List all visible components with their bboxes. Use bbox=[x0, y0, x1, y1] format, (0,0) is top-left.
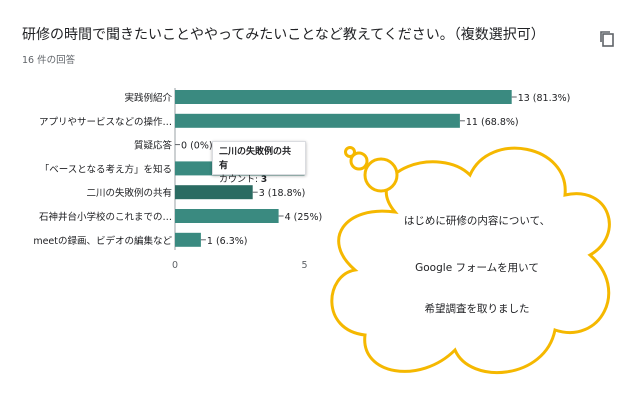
category-label: 石神井台小学校のこれまでの… bbox=[39, 211, 172, 223]
value-label: 3 (18.8%) bbox=[259, 188, 306, 199]
category-label: 二川の失敗例の共有 bbox=[86, 187, 172, 199]
value-label: 4 (25%) bbox=[285, 212, 323, 223]
cloud-bubble-large bbox=[363, 157, 399, 193]
category-label: meetの録画、ビデオの編集など bbox=[33, 235, 172, 247]
callout-line-3: 希望調査を取りました bbox=[424, 303, 530, 315]
copy-icon[interactable] bbox=[599, 30, 615, 47]
cloud-bubble-small bbox=[344, 146, 356, 158]
category-label: 「ベースとなる考え方」を知る bbox=[40, 163, 172, 175]
category-label: 質疑応答 bbox=[134, 140, 173, 152]
bar[interactable] bbox=[175, 185, 253, 200]
tooltip-value: 3 bbox=[260, 175, 268, 185]
category-label: 実践例紹介 bbox=[124, 92, 172, 104]
tooltip-title: 二川の失敗例の共有 bbox=[219, 147, 292, 171]
x-tick-label: 5 bbox=[301, 260, 307, 271]
x-tick-label: 0 bbox=[172, 260, 178, 271]
category-label: アプリやサービスなどの操作… bbox=[39, 116, 172, 128]
bar[interactable] bbox=[175, 232, 201, 247]
bar-tooltip: 二川の失敗例の共有 カウント: 3 bbox=[212, 141, 306, 185]
cloud-shape bbox=[330, 146, 611, 374]
response-count: 16 件の回答 bbox=[22, 55, 76, 66]
value-label: 13 (81.3%) bbox=[518, 93, 571, 104]
bar[interactable] bbox=[175, 113, 460, 128]
callout-line-2: Google フォームを用いて bbox=[415, 262, 539, 274]
tooltip-label: カウント: bbox=[219, 175, 261, 185]
callout-line-1: はじめに研修の内容について、 bbox=[403, 215, 551, 227]
value-label: 11 (68.8%) bbox=[466, 117, 519, 128]
question-title: 研修の時間で聞きたいことややってみたいことなど教えてください。（複数選択可） bbox=[22, 27, 545, 43]
bar[interactable] bbox=[175, 209, 279, 223]
bar[interactable] bbox=[175, 90, 512, 104]
value-label: 0 (0%) bbox=[181, 141, 213, 152]
value-label: 1 (6.3%) bbox=[207, 236, 248, 247]
cloud-bubble-medium bbox=[349, 151, 369, 171]
